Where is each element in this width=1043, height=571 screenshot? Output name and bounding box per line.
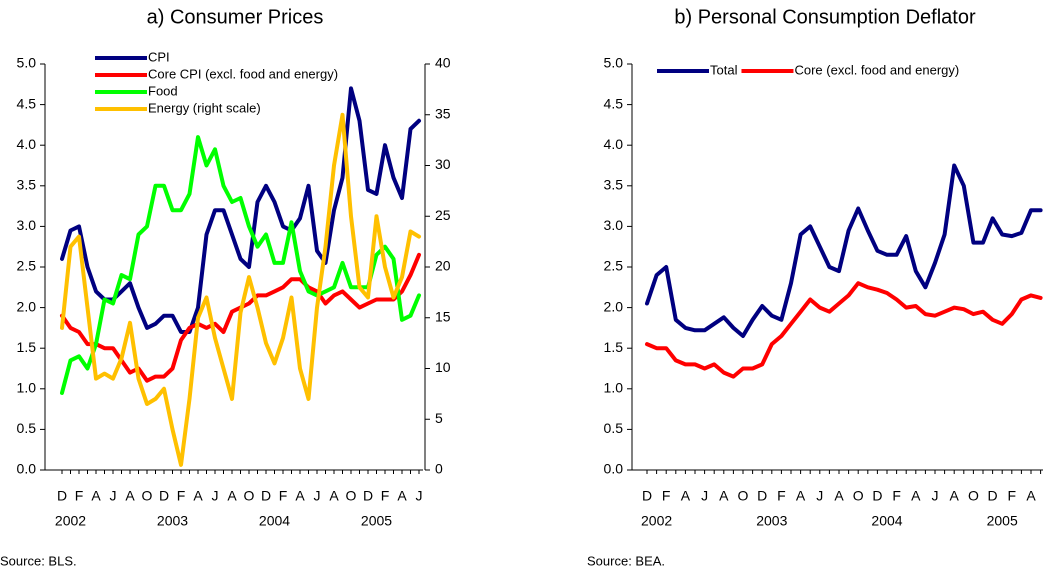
x-tick-label: J bbox=[110, 488, 117, 504]
x-tick-label: J bbox=[212, 488, 219, 504]
y2-tick-label: 40 bbox=[435, 55, 451, 71]
y-tick-label: 3.0 bbox=[17, 217, 37, 233]
x-tick-label: D bbox=[642, 488, 652, 504]
y2-tick-label: 20 bbox=[435, 258, 451, 274]
x-tick-label: J bbox=[416, 488, 423, 504]
x-tick-label: J bbox=[314, 488, 321, 504]
x-tick-label: F bbox=[777, 488, 786, 504]
x-tick-label: A bbox=[125, 488, 135, 504]
legend-label: Total bbox=[710, 62, 738, 77]
x-group-label: 2003 bbox=[157, 513, 188, 529]
x-group-label: 2002 bbox=[641, 513, 672, 529]
x-tick-label: F bbox=[662, 488, 671, 504]
x-tick-label: A bbox=[834, 488, 844, 504]
x-tick-label: O bbox=[853, 488, 864, 504]
chart-title: a) Consumer Prices bbox=[147, 6, 324, 28]
source: Source: BEA. bbox=[587, 553, 665, 568]
x-tick-label: A bbox=[193, 488, 203, 504]
x-tick-label: A bbox=[796, 488, 806, 504]
y2-tick-label: 25 bbox=[435, 207, 451, 223]
x-tick-label: O bbox=[346, 488, 357, 504]
x-tick-label: A bbox=[950, 488, 960, 504]
x-group-label: 2005 bbox=[361, 513, 392, 529]
y2-tick-label: 0 bbox=[435, 461, 443, 477]
y-tick-label: 1.5 bbox=[17, 339, 37, 355]
legend-label: Core (excl. food and energy) bbox=[794, 62, 959, 77]
y-tick-label: 5.0 bbox=[17, 55, 37, 71]
x-tick-label: A bbox=[295, 488, 305, 504]
x-tick-label: A bbox=[397, 488, 407, 504]
y2-tick-label: 5 bbox=[435, 410, 443, 426]
x-tick-label: O bbox=[244, 488, 255, 504]
y-tick-label: 0.0 bbox=[17, 461, 37, 477]
x-tick-label: A bbox=[911, 488, 921, 504]
series-line bbox=[60, 112, 421, 467]
x-tick-label: A bbox=[719, 488, 729, 504]
x-group-label: 2003 bbox=[756, 513, 787, 529]
x-tick-label: F bbox=[892, 488, 901, 504]
series-line bbox=[645, 281, 1043, 379]
legend-label: Energy (right scale) bbox=[148, 100, 261, 115]
x-tick-label: A bbox=[681, 488, 691, 504]
y-tick-label: 1.0 bbox=[17, 380, 37, 396]
x-group-label: 2005 bbox=[987, 513, 1018, 529]
x-tick-label: F bbox=[177, 488, 186, 504]
legend-label: Food bbox=[148, 83, 178, 98]
y-tick-label: 4.5 bbox=[604, 95, 624, 111]
y2-tick-label: 30 bbox=[435, 156, 451, 172]
x-tick-label: F bbox=[1008, 488, 1017, 504]
x-tick-label: J bbox=[932, 488, 939, 504]
y-tick-label: 4.0 bbox=[604, 136, 624, 152]
y2-tick-label: 10 bbox=[435, 359, 451, 375]
x-tick-label: O bbox=[968, 488, 979, 504]
y2-tick-label: 35 bbox=[435, 105, 451, 121]
source: Source: BLS. bbox=[0, 553, 77, 568]
y2-tick-label: 15 bbox=[435, 308, 451, 324]
y-tick-label: 3.5 bbox=[17, 177, 37, 193]
legend-label: Core CPI (excl. food and energy) bbox=[148, 66, 338, 81]
x-tick-label: D bbox=[757, 488, 767, 504]
x-tick-label: D bbox=[159, 488, 169, 504]
x-tick-label: J bbox=[816, 488, 823, 504]
x-tick-label: A bbox=[227, 488, 237, 504]
x-tick-label: F bbox=[75, 488, 84, 504]
y-tick-label: 2.5 bbox=[604, 258, 624, 274]
y-tick-label: 2.5 bbox=[17, 258, 37, 274]
x-tick-label: J bbox=[701, 488, 708, 504]
x-tick-label: F bbox=[279, 488, 288, 504]
legend-label: CPI bbox=[148, 49, 170, 64]
chart-title: b) Personal Consumption Deflator bbox=[674, 6, 976, 28]
x-tick-label: D bbox=[988, 488, 998, 504]
x-tick-label: A bbox=[91, 488, 101, 504]
y-tick-label: 1.5 bbox=[604, 339, 624, 355]
series-line bbox=[645, 163, 1043, 338]
y-tick-label: 2.0 bbox=[604, 298, 624, 314]
x-group-label: 2004 bbox=[871, 513, 902, 529]
y-tick-label: 5.0 bbox=[604, 55, 624, 71]
x-tick-label: D bbox=[57, 488, 67, 504]
y-tick-label: 3.0 bbox=[604, 217, 624, 233]
y-tick-label: 4.0 bbox=[17, 136, 37, 152]
y-tick-label: 3.5 bbox=[604, 177, 624, 193]
y-tick-label: 0.0 bbox=[604, 461, 624, 477]
x-tick-label: D bbox=[261, 488, 271, 504]
y-tick-label: 0.5 bbox=[604, 420, 624, 436]
y-tick-label: 2.0 bbox=[17, 298, 37, 314]
x-tick-label: D bbox=[363, 488, 373, 504]
x-tick-label: O bbox=[738, 488, 749, 504]
y-tick-label: 0.5 bbox=[17, 420, 37, 436]
x-tick-label: F bbox=[381, 488, 390, 504]
x-group-label: 2004 bbox=[259, 513, 290, 529]
series-line bbox=[60, 86, 421, 334]
x-group-label: 2002 bbox=[55, 513, 86, 529]
x-tick-label: A bbox=[1026, 488, 1036, 504]
x-tick-label: A bbox=[329, 488, 339, 504]
y-tick-label: 1.0 bbox=[604, 380, 624, 396]
x-tick-label: O bbox=[142, 488, 153, 504]
x-tick-label: D bbox=[872, 488, 882, 504]
y-tick-label: 4.5 bbox=[17, 95, 37, 111]
